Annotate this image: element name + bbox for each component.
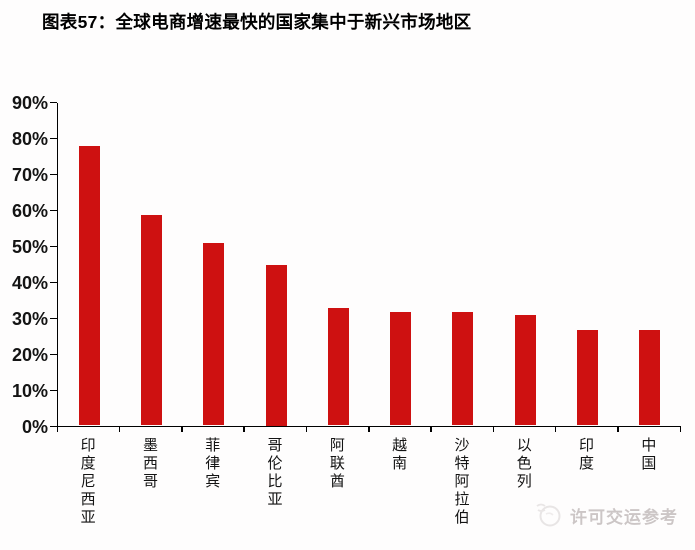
y-tick-mark xyxy=(49,209,57,211)
x-tick-mark xyxy=(305,427,308,432)
y-tick-mark xyxy=(49,317,57,319)
y-tick-label: 70% xyxy=(11,165,48,185)
circular-logo-icon xyxy=(536,503,561,527)
x-tick-mark xyxy=(430,427,432,432)
bar-哥伦比亚 xyxy=(265,265,287,426)
category-label: 印度尼西亚 xyxy=(78,437,96,527)
y-tick-label: 0% xyxy=(21,417,48,437)
category-label: 越南 xyxy=(390,437,408,473)
y-tick-label: 20% xyxy=(11,345,48,365)
category-label: 中国 xyxy=(639,437,657,473)
y-tick-label: 80% xyxy=(11,129,48,149)
y-tick-label: 30% xyxy=(11,309,48,329)
bar-阿联酋 xyxy=(327,308,349,426)
category-label: 菲律宾 xyxy=(203,437,221,491)
chart-title: 图表57：全球电商增速最快的国家集中于新兴市场地区 xyxy=(42,12,472,32)
y-tick-mark xyxy=(49,173,57,175)
y-tick-mark xyxy=(49,425,57,427)
bar-越南 xyxy=(390,311,412,426)
y-tick-mark xyxy=(49,137,57,139)
bar-沙特阿拉伯 xyxy=(452,311,474,426)
y-tick-mark xyxy=(49,101,57,103)
category-label: 阿联酋 xyxy=(327,437,345,491)
x-tick-mark xyxy=(617,427,619,432)
y-tick-label: 90% xyxy=(11,93,48,113)
bar-印度 xyxy=(577,329,599,426)
x-tick-mark xyxy=(679,427,681,432)
x-tick-mark xyxy=(118,427,121,432)
y-tick-label: 50% xyxy=(11,237,48,257)
y-tick-label: 10% xyxy=(11,381,48,401)
y-axis xyxy=(56,103,58,427)
x-tick-mark xyxy=(368,427,370,432)
x-tick-mark xyxy=(56,427,58,432)
bar-以色列 xyxy=(514,315,536,426)
y-tick-mark xyxy=(49,389,57,391)
category-label: 印度 xyxy=(577,437,595,473)
category-label: 以色列 xyxy=(514,437,532,491)
y-tick-label: 40% xyxy=(11,273,48,293)
x-tick-mark xyxy=(492,427,495,432)
bar-印度尼西亚 xyxy=(78,146,100,426)
bar-中国 xyxy=(639,329,661,426)
x-tick-mark xyxy=(181,427,183,432)
watermark: 许可交运参考 xyxy=(534,500,678,530)
y-tick-mark xyxy=(49,245,57,247)
watermark-text: 许可交运参考 xyxy=(570,507,678,527)
x-tick-mark xyxy=(243,427,245,432)
category-label: 沙特阿拉伯 xyxy=(452,437,470,527)
category-label: 哥伦比亚 xyxy=(265,437,283,509)
y-tick-mark xyxy=(49,281,57,283)
x-tick-mark xyxy=(554,427,557,432)
y-tick-mark xyxy=(49,353,57,355)
x-axis xyxy=(56,425,681,427)
category-label: 墨西哥 xyxy=(140,437,158,491)
bar-菲律宾 xyxy=(203,243,225,426)
bar-墨西哥 xyxy=(140,214,162,426)
y-tick-label: 60% xyxy=(11,201,48,221)
